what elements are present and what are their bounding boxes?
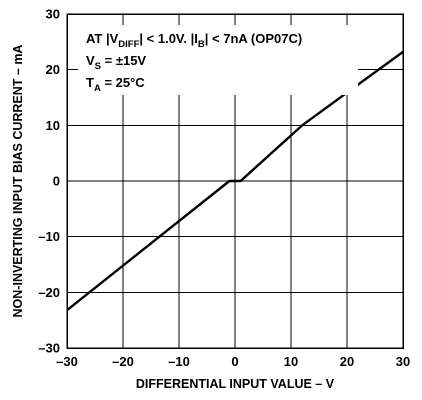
y-tick-label: 0 <box>53 174 60 189</box>
y-tick-label: 20 <box>46 62 60 77</box>
annotation-block: AT |VDIFF| < 1.0V. |IB| < 7nA (OP07C) VS… <box>78 25 358 95</box>
x-tick-label: 20 <box>340 354 354 369</box>
curve-layer <box>66 50 404 312</box>
y-tick-label: –30 <box>38 341 60 356</box>
x-tick-label: 10 <box>284 354 298 369</box>
annotation-line-2: VS = ±15V <box>86 53 146 72</box>
x-tick-label: 0 <box>231 354 238 369</box>
series-line-0 <box>66 50 404 312</box>
y-axis-title: NON-INVERTING INPUT BIAS CURRENT – mA <box>11 45 25 318</box>
x-axis-title: DIFFERENTIAL INPUT VALUE – V <box>136 377 335 391</box>
x-tick-label: 30 <box>396 354 410 369</box>
y-tick-label: –10 <box>38 229 60 244</box>
y-tick-labels: –30 –20 –10 0 10 20 30 <box>38 7 60 356</box>
x-tick-labels: –30 –20 –10 0 10 20 30 <box>56 354 410 369</box>
annotation-background <box>78 25 358 95</box>
x-tick-label: –30 <box>56 354 78 369</box>
x-tick-label: –20 <box>112 354 134 369</box>
y-tick-label: 10 <box>46 118 60 133</box>
x-tick-label: –10 <box>168 354 190 369</box>
annotation-line-3: TA = 25°C <box>86 75 145 94</box>
y-tick-label: 30 <box>46 7 60 22</box>
plot-frame <box>66 13 404 349</box>
y-tick-label: –20 <box>38 285 60 300</box>
annotation-line-1: AT |VDIFF| < 1.0V. |IB| < 7nA (OP07C) <box>86 31 302 50</box>
